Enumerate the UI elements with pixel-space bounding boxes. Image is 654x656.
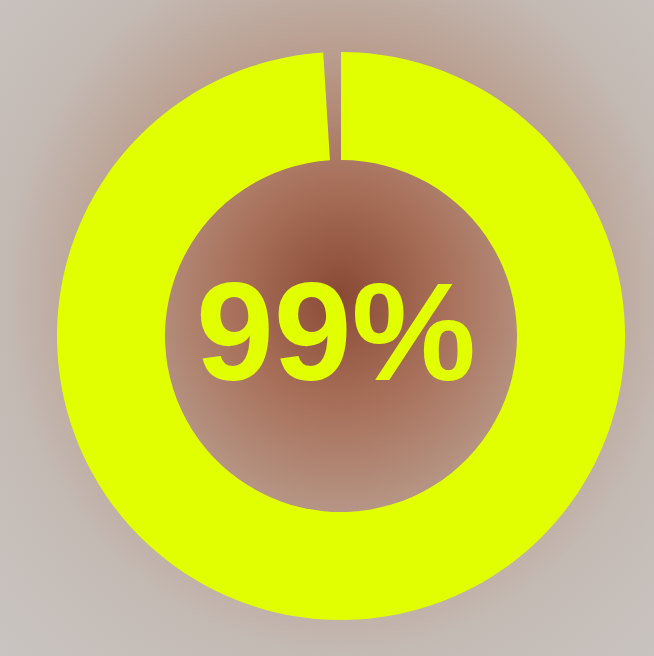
svg-text:99%: 99% <box>196 253 476 410</box>
